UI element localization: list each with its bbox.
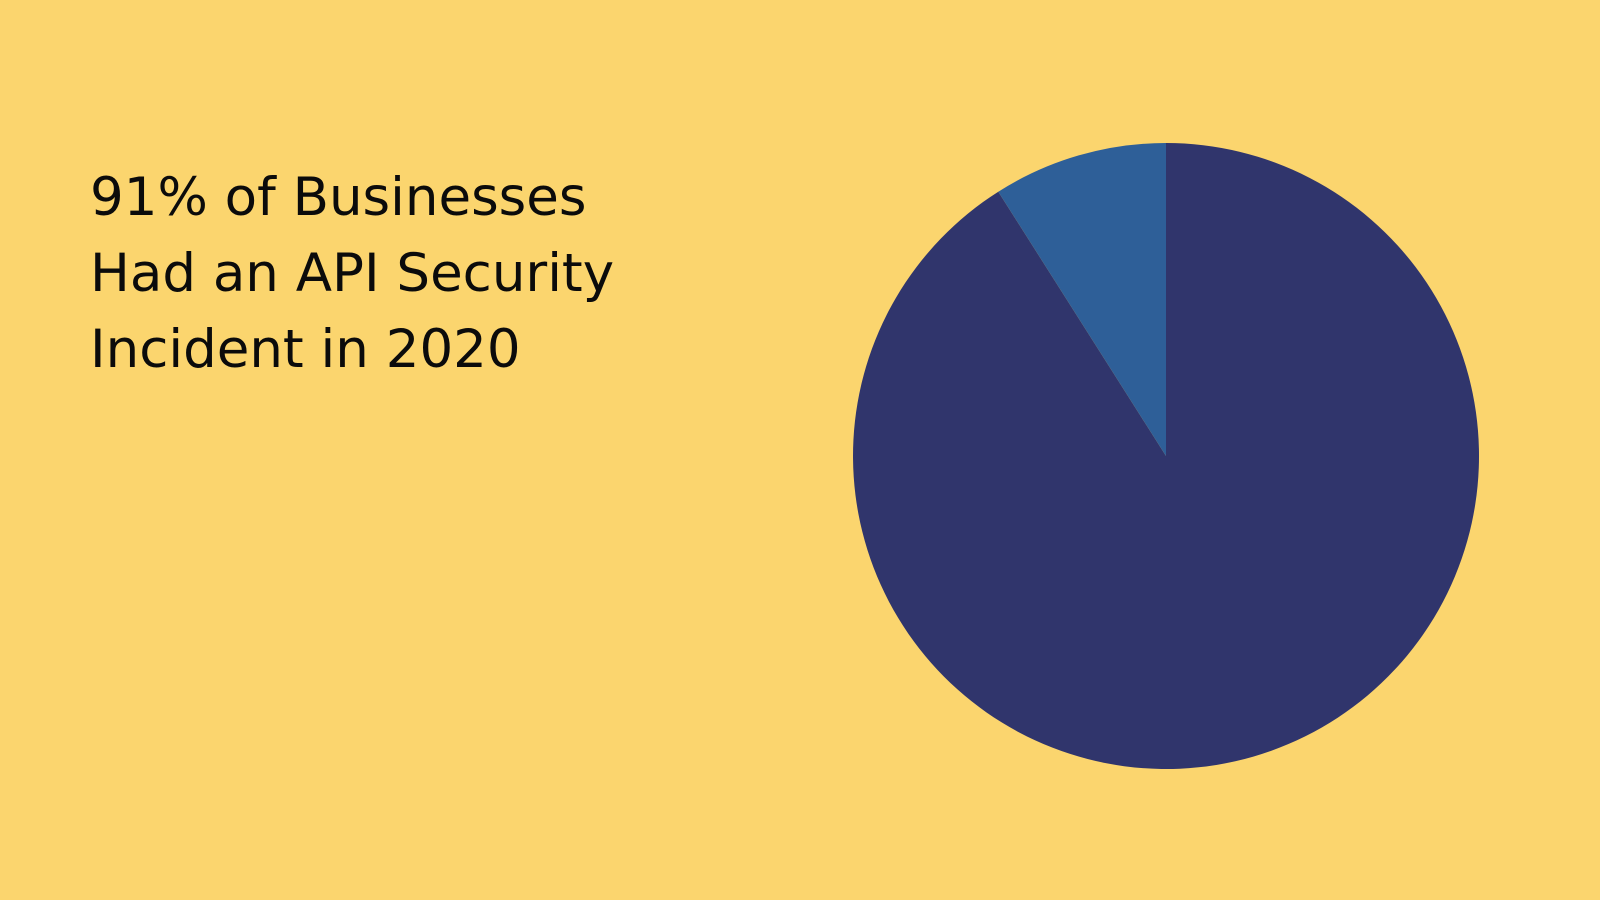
headline: 91% of Businesses Had an API Security In… (90, 160, 650, 388)
headline-line-3: Incident in 2020 (90, 319, 521, 380)
pie-slice-1 (853, 143, 1480, 770)
pie-slice-2 (998, 143, 1166, 456)
headline-line-1: 91% of Businesses (90, 167, 587, 228)
headline-line-2: Had an API Security (90, 243, 615, 304)
pie-chart (853, 143, 1480, 770)
